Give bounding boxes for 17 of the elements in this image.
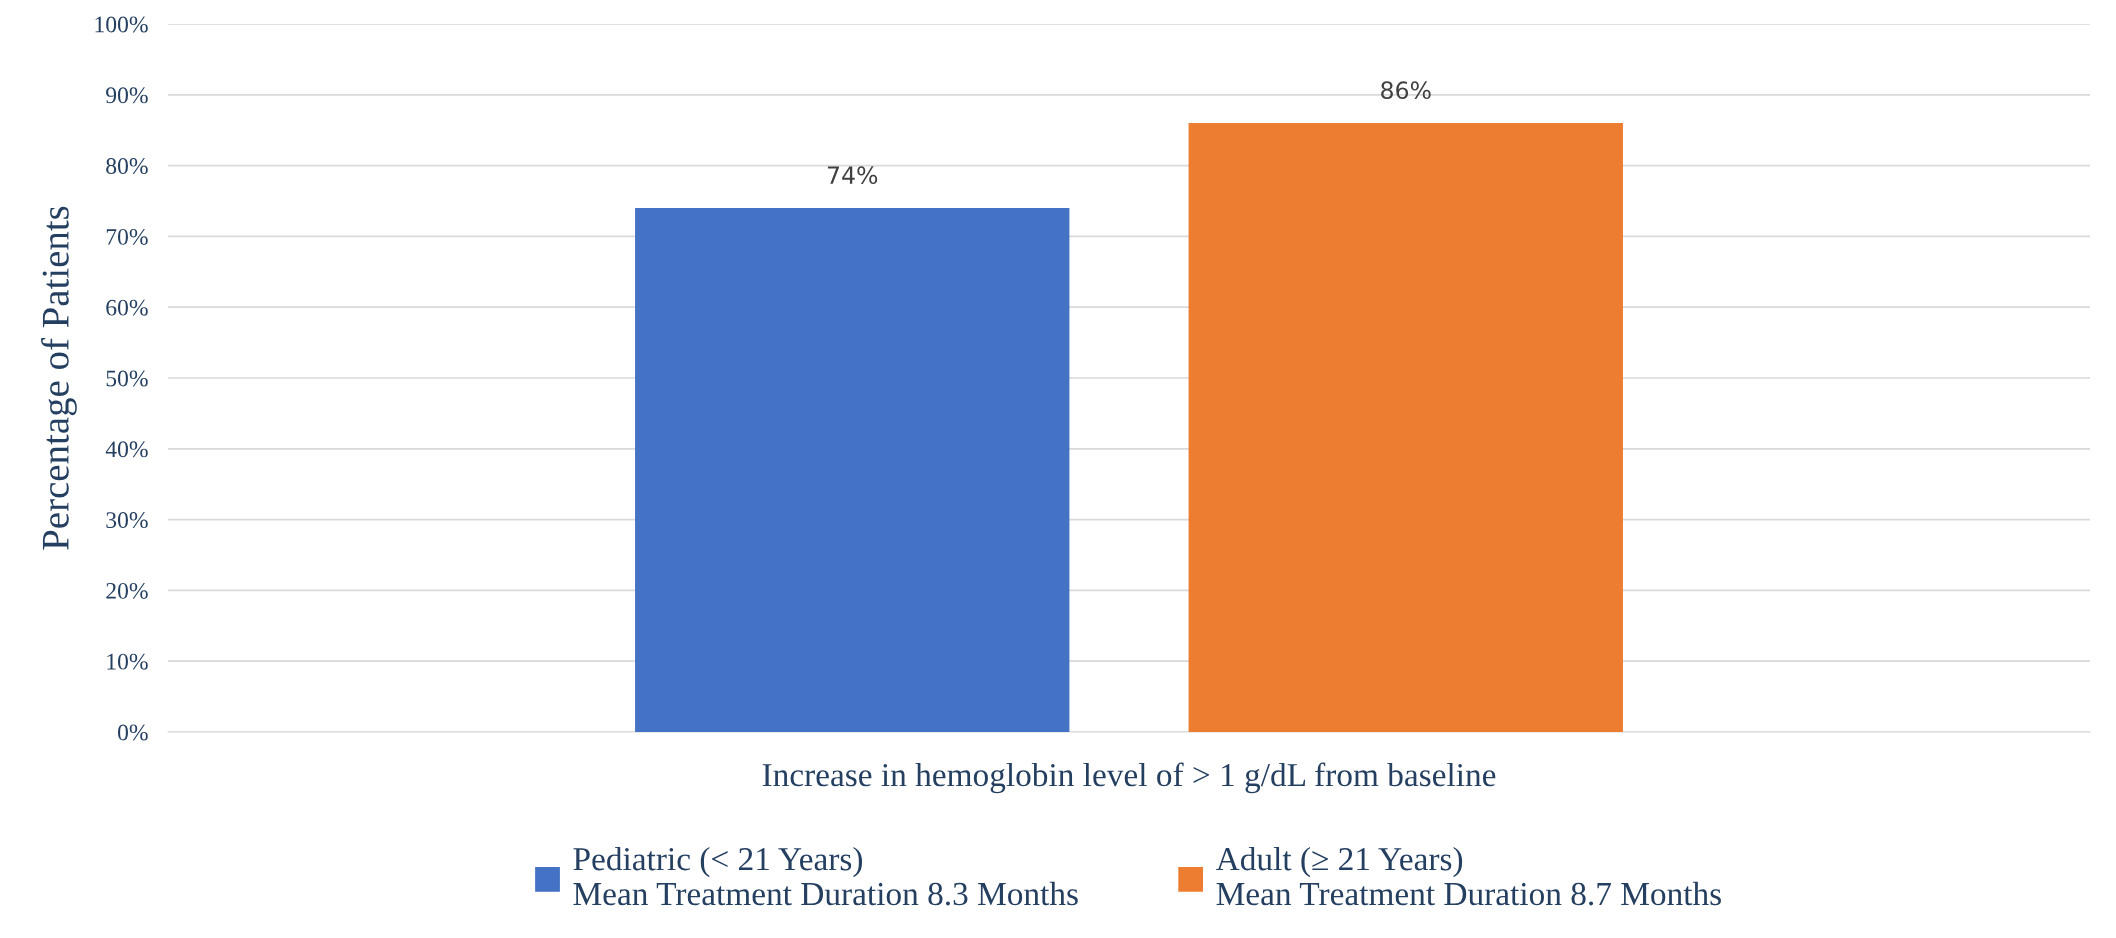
y-tick-label: 20% xyxy=(106,582,148,599)
y-tick-label: 0% xyxy=(117,724,148,741)
y-tick-label: 80% xyxy=(106,158,148,175)
y-tick-label: 10% xyxy=(107,653,148,670)
y-axis-title: Percentage of Patients xyxy=(41,206,77,550)
x-tick-label: Increase in hemoglobin level of > 1 g/dL from baseline xyxy=(762,762,1496,794)
y-tick-label: 100% xyxy=(95,16,148,33)
data-label: 86% xyxy=(1381,81,1431,100)
legend-label: Adult (≥ 21 Years) Mean Treatment Duration 8.7 Months xyxy=(1215,846,1721,906)
y-tick-label: 90% xyxy=(106,87,148,104)
legend-label: Pediatric (< 21 Years) Mean Treatment Duration 8.3 Months xyxy=(573,846,1078,906)
y-tick-label: 60% xyxy=(106,299,148,316)
y-tick-label: 40% xyxy=(105,441,148,458)
y-tick-label: 70% xyxy=(106,228,148,245)
y-tick-label: 50% xyxy=(106,370,148,387)
y-tick-label: 30% xyxy=(106,512,148,529)
data-label: 74% xyxy=(827,166,878,185)
